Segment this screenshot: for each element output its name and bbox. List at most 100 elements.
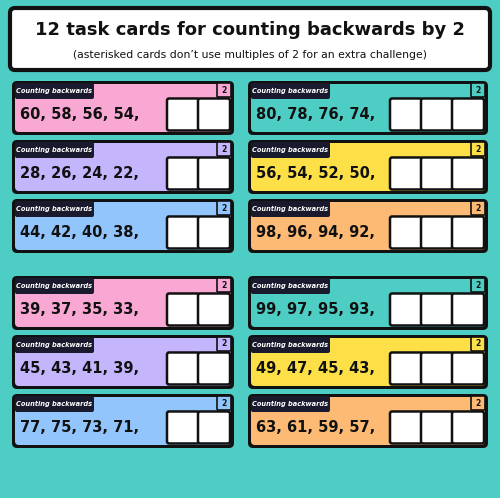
FancyBboxPatch shape xyxy=(15,142,94,158)
Text: 56, 54, 52, 50,: 56, 54, 52, 50, xyxy=(256,166,376,181)
Text: Counting backwards: Counting backwards xyxy=(16,283,92,289)
FancyBboxPatch shape xyxy=(167,411,199,444)
Text: Counting backwards: Counting backwards xyxy=(252,88,328,94)
FancyBboxPatch shape xyxy=(198,411,230,444)
Text: 28, 26, 24, 22,: 28, 26, 24, 22, xyxy=(20,166,139,181)
FancyBboxPatch shape xyxy=(390,157,422,189)
Text: Counting backwards: Counting backwards xyxy=(16,342,92,348)
FancyBboxPatch shape xyxy=(390,353,422,384)
FancyBboxPatch shape xyxy=(421,353,453,384)
FancyBboxPatch shape xyxy=(471,337,485,351)
Text: 2: 2 xyxy=(222,340,226,349)
FancyBboxPatch shape xyxy=(471,142,485,156)
FancyBboxPatch shape xyxy=(251,396,330,412)
FancyBboxPatch shape xyxy=(251,142,330,158)
Text: 2: 2 xyxy=(222,204,226,213)
FancyBboxPatch shape xyxy=(452,157,484,189)
FancyBboxPatch shape xyxy=(421,411,453,444)
Text: Counting backwards: Counting backwards xyxy=(252,401,328,407)
FancyBboxPatch shape xyxy=(10,8,490,70)
FancyBboxPatch shape xyxy=(217,142,231,156)
FancyBboxPatch shape xyxy=(390,99,422,130)
FancyBboxPatch shape xyxy=(452,99,484,130)
FancyBboxPatch shape xyxy=(12,335,234,389)
FancyBboxPatch shape xyxy=(15,202,231,250)
FancyBboxPatch shape xyxy=(452,353,484,384)
FancyBboxPatch shape xyxy=(251,279,485,327)
FancyBboxPatch shape xyxy=(251,338,485,386)
FancyBboxPatch shape xyxy=(390,217,422,249)
FancyBboxPatch shape xyxy=(471,278,485,292)
FancyBboxPatch shape xyxy=(15,279,231,327)
FancyBboxPatch shape xyxy=(217,396,231,410)
FancyBboxPatch shape xyxy=(452,293,484,326)
Text: 2: 2 xyxy=(222,398,226,407)
FancyBboxPatch shape xyxy=(452,411,484,444)
Text: 39, 37, 35, 33,: 39, 37, 35, 33, xyxy=(20,302,139,317)
FancyBboxPatch shape xyxy=(12,140,234,194)
FancyBboxPatch shape xyxy=(167,293,199,326)
FancyBboxPatch shape xyxy=(15,201,94,217)
FancyBboxPatch shape xyxy=(248,276,488,330)
FancyBboxPatch shape xyxy=(471,396,485,410)
Text: 2: 2 xyxy=(476,398,480,407)
Text: Counting backwards: Counting backwards xyxy=(16,401,92,407)
Text: 12 task cards for counting backwards by 2: 12 task cards for counting backwards by … xyxy=(35,21,465,39)
FancyBboxPatch shape xyxy=(421,157,453,189)
Text: 2: 2 xyxy=(476,204,480,213)
FancyBboxPatch shape xyxy=(251,201,330,217)
Text: (asterisked cards don’t use multiples of 2 for an extra challenge): (asterisked cards don’t use multiples of… xyxy=(73,49,427,59)
FancyBboxPatch shape xyxy=(390,293,422,326)
FancyBboxPatch shape xyxy=(15,83,94,99)
Text: 63, 61, 59, 57,: 63, 61, 59, 57, xyxy=(256,420,375,435)
FancyBboxPatch shape xyxy=(198,293,230,326)
FancyBboxPatch shape xyxy=(251,278,330,294)
Text: 60, 58, 56, 54,: 60, 58, 56, 54, xyxy=(20,107,140,122)
FancyBboxPatch shape xyxy=(198,353,230,384)
Text: 45, 43, 41, 39,: 45, 43, 41, 39, xyxy=(20,361,139,376)
FancyBboxPatch shape xyxy=(15,396,94,412)
FancyBboxPatch shape xyxy=(471,201,485,215)
FancyBboxPatch shape xyxy=(15,338,231,386)
Text: Counting backwards: Counting backwards xyxy=(252,342,328,348)
FancyBboxPatch shape xyxy=(421,217,453,249)
Text: 49, 47, 45, 43,: 49, 47, 45, 43, xyxy=(256,361,375,376)
FancyBboxPatch shape xyxy=(198,217,230,249)
FancyBboxPatch shape xyxy=(167,353,199,384)
FancyBboxPatch shape xyxy=(248,199,488,253)
FancyBboxPatch shape xyxy=(251,397,485,445)
FancyBboxPatch shape xyxy=(248,140,488,194)
Text: 2: 2 xyxy=(476,280,480,289)
FancyBboxPatch shape xyxy=(421,99,453,130)
Text: Counting backwards: Counting backwards xyxy=(16,88,92,94)
Text: 2: 2 xyxy=(222,86,226,95)
FancyBboxPatch shape xyxy=(421,293,453,326)
FancyBboxPatch shape xyxy=(15,143,231,191)
FancyBboxPatch shape xyxy=(15,278,94,294)
Text: 2: 2 xyxy=(476,340,480,349)
FancyBboxPatch shape xyxy=(248,335,488,389)
FancyBboxPatch shape xyxy=(251,143,485,191)
FancyBboxPatch shape xyxy=(167,157,199,189)
Text: 2: 2 xyxy=(476,144,480,153)
FancyBboxPatch shape xyxy=(217,278,231,292)
FancyBboxPatch shape xyxy=(251,202,485,250)
Text: 77, 75, 73, 71,: 77, 75, 73, 71, xyxy=(20,420,139,435)
FancyBboxPatch shape xyxy=(167,99,199,130)
Text: Counting backwards: Counting backwards xyxy=(16,147,92,153)
FancyBboxPatch shape xyxy=(15,337,94,353)
FancyBboxPatch shape xyxy=(217,201,231,215)
FancyBboxPatch shape xyxy=(452,217,484,249)
Text: 2: 2 xyxy=(222,280,226,289)
FancyBboxPatch shape xyxy=(12,81,234,135)
FancyBboxPatch shape xyxy=(12,394,234,448)
Text: 80, 78, 76, 74,: 80, 78, 76, 74, xyxy=(256,107,375,122)
FancyBboxPatch shape xyxy=(15,84,231,132)
FancyBboxPatch shape xyxy=(248,394,488,448)
FancyBboxPatch shape xyxy=(198,99,230,130)
Text: 2: 2 xyxy=(222,144,226,153)
FancyBboxPatch shape xyxy=(167,217,199,249)
Text: Counting backwards: Counting backwards xyxy=(252,206,328,212)
FancyBboxPatch shape xyxy=(12,199,234,253)
FancyBboxPatch shape xyxy=(471,83,485,97)
